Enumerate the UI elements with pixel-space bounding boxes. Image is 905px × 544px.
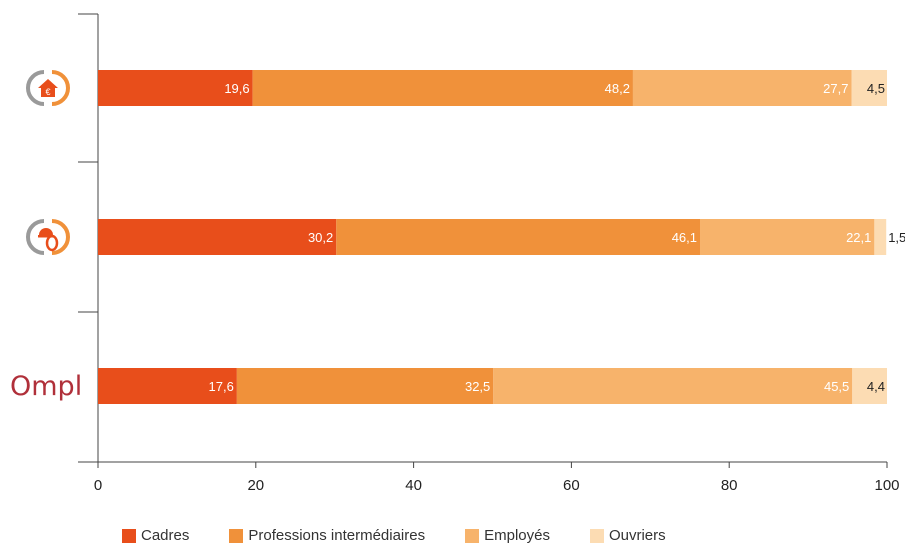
- data-label: 19,6: [224, 81, 249, 96]
- bar-segment: [851, 70, 887, 106]
- bar-segment: [336, 219, 701, 255]
- x-tick-label: 20: [247, 477, 264, 494]
- engineer-helmet-icon: [26, 219, 70, 255]
- bar-segment: [493, 368, 853, 404]
- data-label: 32,5: [465, 379, 490, 394]
- ompl-logo: Ompl: [10, 371, 82, 402]
- bars: 19,6 48,2 27,7 4,5 30,2 46,1 22,1 1,5 17,6 32,5 45…: [98, 70, 905, 404]
- bar-segment: [98, 219, 337, 255]
- data-label: 46,1: [672, 230, 697, 245]
- bar-segment: [236, 368, 494, 404]
- legend-swatch: [122, 528, 136, 543]
- data-label: 22,1: [846, 230, 871, 245]
- bar-segment: [852, 368, 887, 404]
- data-label: 4,4: [867, 379, 885, 394]
- legend-item: Employés: [465, 527, 550, 544]
- x-tick-label: 60: [563, 477, 580, 494]
- x-tick-label: 80: [721, 477, 738, 494]
- svg-text:€: €: [45, 87, 50, 97]
- bar-segment: [98, 368, 237, 404]
- legend-label: Professions intermédiaires: [248, 527, 426, 544]
- data-label: 17,6: [209, 379, 234, 394]
- legend-label: Cadres: [141, 527, 190, 544]
- data-label: 45,5: [824, 379, 849, 394]
- legend-swatch: [589, 528, 604, 543]
- legend: Cadres Professions intermédiaires Employés…: [122, 527, 706, 544]
- bar-segment: [252, 70, 633, 106]
- data-label: 30,2: [308, 230, 333, 245]
- legend-swatch: [465, 528, 480, 543]
- data-label: 48,2: [605, 81, 630, 96]
- legend-swatch: [229, 528, 244, 543]
- house-euro-icon: €: [26, 70, 70, 106]
- data-label: 1,5: [888, 230, 905, 245]
- bar-segment: [632, 70, 852, 106]
- x-tick-label: 100: [874, 477, 899, 494]
- axes: 0 20 40 60 80 100: [78, 13, 900, 494]
- legend-item: Ouvriers: [589, 527, 666, 544]
- bar-segment: [98, 70, 253, 106]
- category-icons: € Ompl: [10, 70, 82, 402]
- x-tick-label: 40: [405, 477, 422, 494]
- legend-item: Professions intermédiaires: [229, 527, 425, 544]
- chart: 0 20 40 60 80 100 19,6 48,2 27,7 4,5 30,2 46,1 22,1…: [10, 13, 905, 494]
- x-tick-label: 0: [94, 477, 102, 494]
- legend-label: Ouvriers: [608, 527, 666, 544]
- legend-label: Employés: [484, 527, 550, 544]
- bar-segment: [700, 219, 875, 255]
- data-label: 4,5: [867, 81, 885, 96]
- data-label: 27,7: [823, 81, 848, 96]
- bar-segment: [874, 219, 887, 255]
- legend-item: Cadres: [122, 527, 189, 544]
